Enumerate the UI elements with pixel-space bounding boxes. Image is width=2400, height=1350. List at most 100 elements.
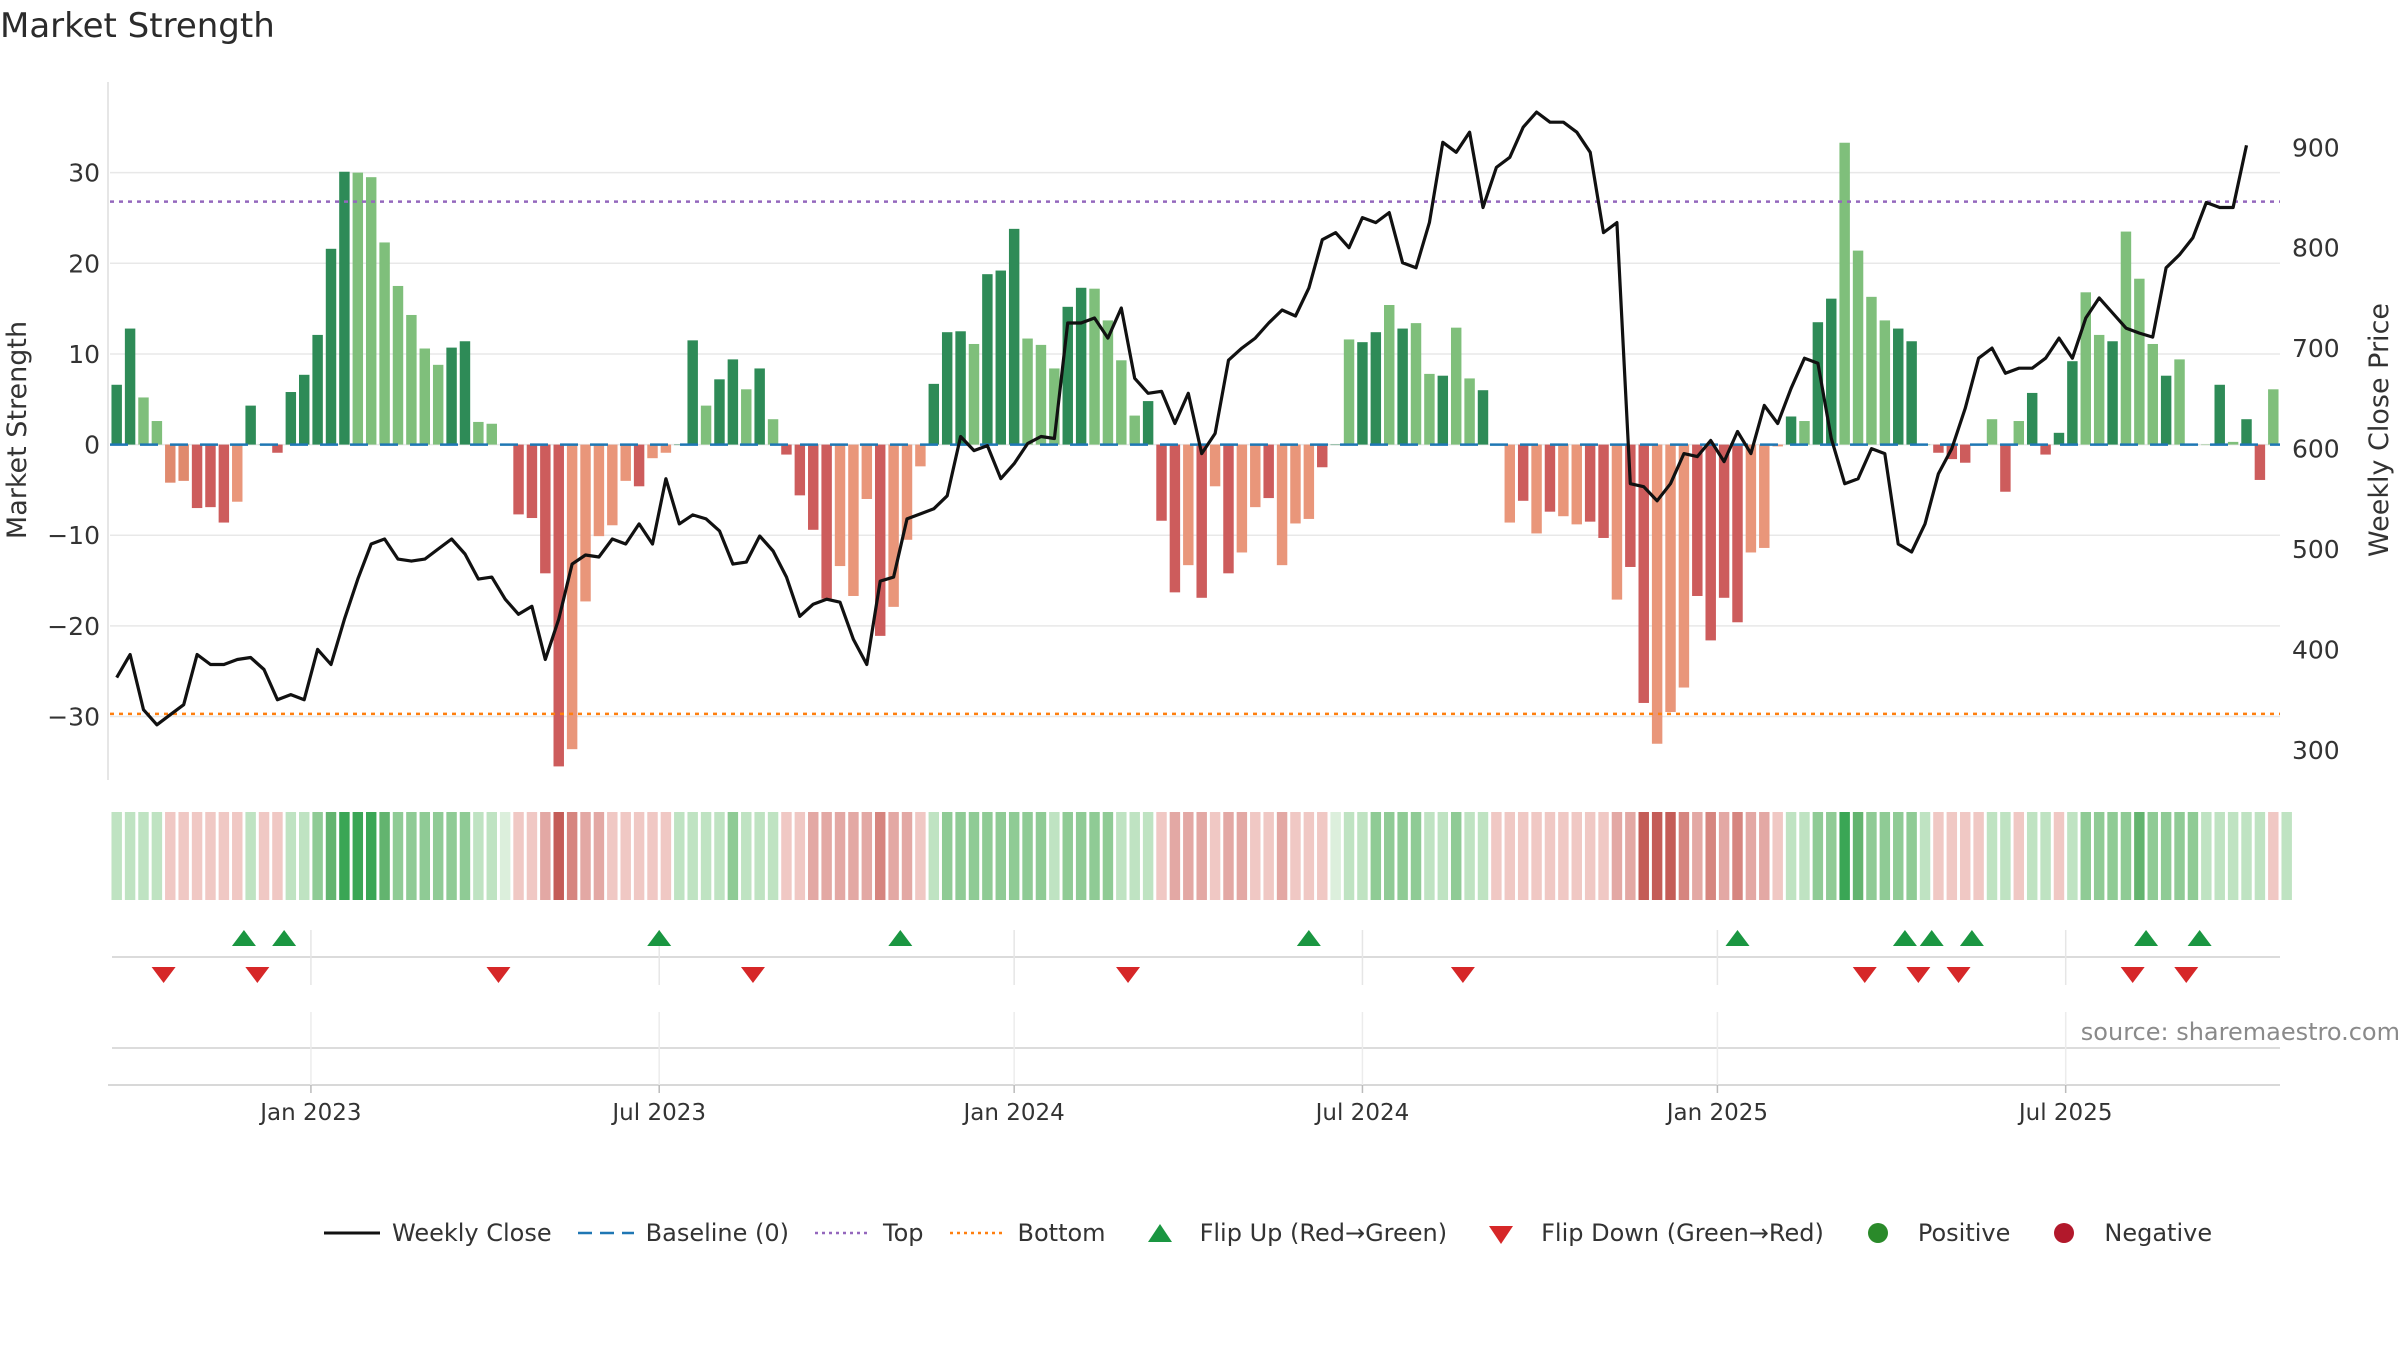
bar-negative [1625, 444, 1636, 567]
bar-positive [446, 347, 457, 445]
bar-negative [191, 444, 203, 509]
heat-cell [647, 812, 658, 900]
heat-cell [1129, 812, 1140, 900]
bar-positive [754, 368, 765, 445]
legend-item-bottom: Bottom [946, 1218, 1106, 1248]
heat-cell [1558, 812, 1569, 900]
bar-positive [1812, 322, 1824, 445]
flip-down-marker [2120, 967, 2145, 983]
bar-negative [1745, 444, 1757, 553]
heat-cell [1866, 812, 1877, 900]
heat-cell [794, 812, 806, 900]
y-axis-label-right: Weekly Close Price [2364, 303, 2395, 557]
bar-positive [325, 248, 337, 445]
legend-close-swatch [320, 1218, 384, 1248]
heat-cell [1424, 812, 1435, 900]
bar-positive [1826, 298, 1837, 445]
heat-cell [874, 812, 886, 900]
heat-cell [499, 812, 511, 900]
flip-up-marker [647, 930, 672, 946]
y-tick-label-right: 300 [2292, 736, 2340, 765]
legend-label-close: Weekly Close [392, 1219, 552, 1247]
heat-cell [1450, 812, 1462, 900]
bar-positive [1062, 306, 1073, 445]
bar-negative [553, 444, 564, 767]
heat-cell [1169, 812, 1181, 900]
bar-negative [1584, 444, 1596, 522]
heat-cell [1986, 812, 1998, 900]
heat-cell [1089, 812, 1100, 900]
heat-cell [2227, 812, 2239, 900]
heat-cell [245, 812, 256, 900]
y-tick-label-right: 600 [2292, 435, 2340, 464]
heat-cell [285, 812, 297, 900]
heat-cell [379, 812, 390, 900]
bar-positive [459, 341, 471, 445]
bar-positive [111, 384, 122, 445]
heat-cell [2134, 812, 2145, 900]
bar-positive [928, 383, 940, 445]
bar-negative [1638, 444, 1649, 703]
bar-positive [1035, 344, 1047, 445]
heat-cell [2160, 812, 2172, 900]
heat-cell [1142, 812, 1154, 900]
bar-positive [2174, 359, 2185, 445]
bar-negative [1611, 444, 1623, 600]
bar-positive [2093, 334, 2105, 445]
heat-cell [633, 812, 645, 900]
heat-cell [1772, 812, 1783, 900]
heat-cell [1075, 812, 1087, 900]
bar-negative [1571, 444, 1582, 525]
bar-positive [2067, 361, 2078, 445]
flip-down-marker [1852, 967, 1877, 983]
heat-cell [1584, 812, 1596, 900]
bar-positive [1370, 332, 1382, 445]
bar-positive [473, 421, 484, 445]
source-credit: source: sharemaestro.com [2080, 1018, 2400, 1046]
flip-up-marker [1919, 930, 1944, 946]
heat-cell [218, 812, 230, 900]
heat-cell [1183, 812, 1194, 900]
bar-negative [901, 444, 913, 540]
bar-negative [874, 444, 886, 636]
heat-cell [1209, 812, 1221, 900]
bar-positive [1102, 320, 1114, 445]
bar-positive [432, 364, 444, 445]
heat-cell [1531, 812, 1542, 900]
bar-positive [2160, 375, 2172, 445]
x-tick-label: Jan 2025 [1665, 1100, 1768, 1126]
heat-cell [258, 812, 270, 900]
heat-cell [714, 812, 725, 900]
flip-down-marker [151, 967, 176, 983]
bar-positive [1049, 368, 1060, 445]
flip-down-marker [486, 967, 511, 983]
y-tick-label-left: −20 [47, 612, 100, 641]
heat-cell [205, 812, 216, 900]
heat-cell [1464, 812, 1475, 900]
legend-label-flip-up: Flip Up (Red→Green) [1199, 1219, 1448, 1247]
bar-negative [1759, 444, 1770, 548]
heat-cell [1893, 812, 1904, 900]
heat-cell [834, 812, 846, 900]
bar-positive [2227, 441, 2239, 445]
heat-cell [1839, 812, 1850, 900]
circle-positive-icon [1846, 1218, 1910, 1248]
weekly-close-line [115, 110, 2249, 727]
bar-positive [1906, 341, 1917, 445]
x-tick-label: Jul 2023 [610, 1100, 706, 1126]
bar-positive [941, 332, 953, 445]
bar-positive [767, 419, 779, 445]
heat-cell [1370, 812, 1382, 900]
heat-cell [111, 812, 122, 900]
bar-positive [982, 274, 993, 445]
bar-positive [1129, 415, 1140, 445]
bar-negative [1651, 444, 1663, 744]
bar-positive [1116, 360, 1127, 445]
heat-cell [151, 812, 163, 900]
heat-cell [1946, 812, 1958, 900]
heat-cell [1250, 812, 1261, 900]
heat-cell [1759, 812, 1770, 900]
bar-negative [205, 444, 216, 508]
bar-negative [1517, 444, 1529, 501]
